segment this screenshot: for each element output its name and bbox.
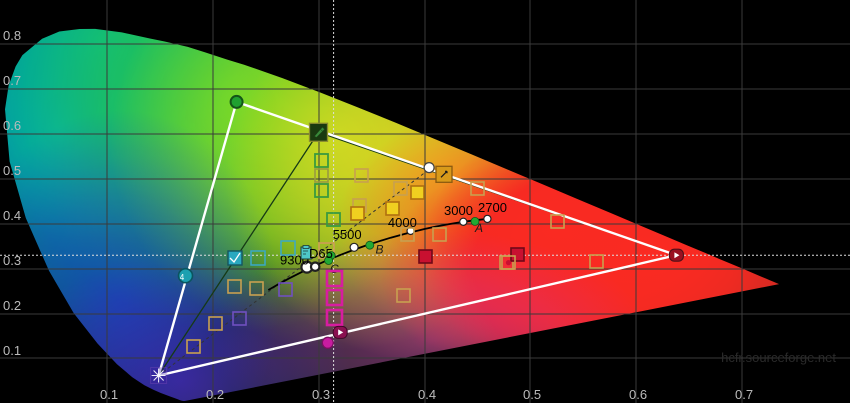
svg-text:5500: 5500 [333,227,362,242]
svg-text:3000: 3000 [444,203,473,218]
svg-text:4: 4 [180,273,185,282]
svg-text:0.7: 0.7 [735,387,753,402]
svg-text:0.4: 0.4 [3,208,21,223]
svg-text:0.2: 0.2 [206,387,224,402]
svg-text:2700: 2700 [478,200,507,215]
svg-text:0.5: 0.5 [3,163,21,178]
svg-text:0.7: 0.7 [3,73,21,88]
svg-text:A: A [474,221,483,235]
svg-text:0.5: 0.5 [523,387,541,402]
svg-text:0.2: 0.2 [3,298,21,313]
svg-text:0.8: 0.8 [3,28,21,43]
svg-text:0.1: 0.1 [3,343,21,358]
svg-text:0.6: 0.6 [629,387,647,402]
svg-text:C: C [330,262,339,276]
svg-text:0.1: 0.1 [100,387,118,402]
svg-text:D65: D65 [309,246,333,261]
svg-text:0.6: 0.6 [3,118,21,133]
svg-text:0.3: 0.3 [312,387,330,402]
svg-text:hcfr.sourceforge.net: hcfr.sourceforge.net [721,350,836,365]
svg-text:B: B [376,243,384,257]
svg-text:0.4: 0.4 [418,387,436,402]
